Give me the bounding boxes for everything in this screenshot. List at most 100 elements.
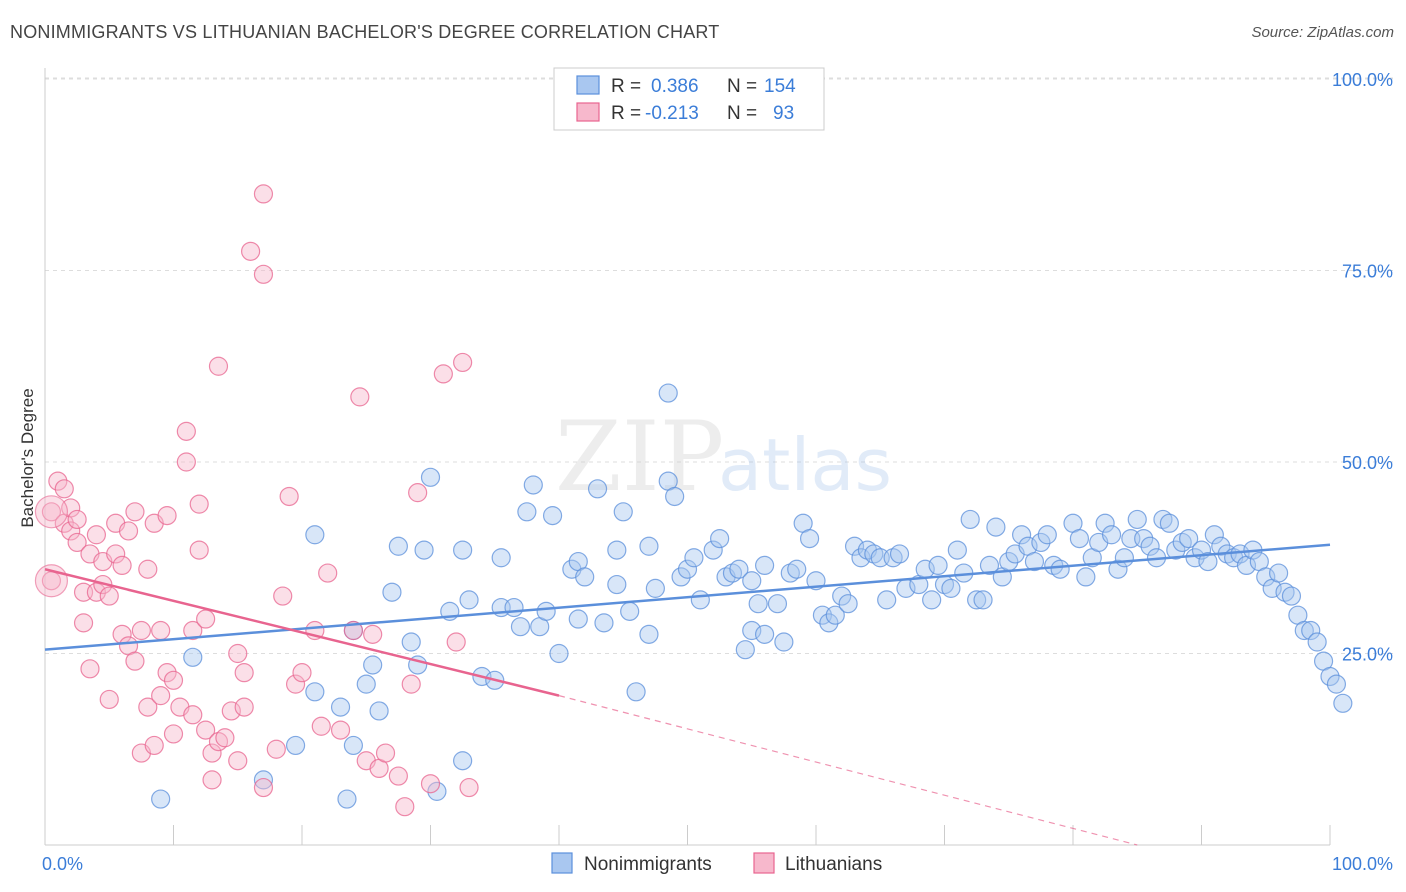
y-tick-label: 50.0%	[1342, 453, 1393, 473]
point-lithuanians	[401, 674, 421, 694]
point-nonimmigrants	[671, 567, 691, 587]
x-tick-label-end: 100.0%	[1332, 854, 1393, 874]
point-lithuanians	[118, 521, 139, 541]
legend-n-label-1: N =	[727, 76, 757, 97]
point-nonimmigrants	[1211, 536, 1231, 556]
point-nonimmigrants	[1024, 551, 1045, 572]
legend-r-label-2: R =	[611, 103, 641, 124]
point-lithuanians	[433, 364, 453, 384]
point-nonimmigrants	[658, 383, 678, 403]
point-lithuanians	[125, 651, 145, 671]
point-lithuanians	[253, 777, 274, 798]
point-nonimmigrants	[844, 536, 865, 556]
point-lithuanians	[138, 697, 158, 717]
point-nonimmigrants	[947, 540, 967, 560]
point-nonimmigrants	[414, 540, 434, 560]
gridlines	[45, 77, 1393, 654]
point-lithuanians	[54, 479, 74, 499]
point-nonimmigrants	[1301, 620, 1321, 641]
point-lithuanians	[131, 620, 151, 641]
point-lithuanians	[266, 739, 286, 759]
legend-n-value-2: 93	[773, 103, 794, 124]
point-nonimmigrants	[684, 548, 704, 568]
point-lithuanians-large	[34, 495, 69, 529]
point-nonimmigrants	[587, 479, 608, 499]
point-nonimmigrants	[1281, 586, 1302, 606]
point-nonimmigrants	[453, 540, 473, 560]
point-nonimmigrants	[774, 632, 794, 652]
point-lithuanians	[176, 452, 196, 472]
source-label: Source: ZipAtlas.com	[1251, 24, 1394, 41]
point-nonimmigrants	[1185, 548, 1205, 568]
point-lithuanians	[446, 632, 466, 652]
point-lithuanians	[86, 525, 107, 545]
point-nonimmigrants	[1031, 532, 1051, 553]
point-lithuanians	[48, 471, 68, 491]
point-nonimmigrants	[832, 586, 852, 606]
point-nonimmigrants	[1108, 559, 1128, 579]
legend-n-label-2: N =	[727, 103, 757, 124]
point-nonimmigrants	[369, 701, 389, 721]
point-nonimmigrants	[459, 590, 479, 610]
point-nonimmigrants	[337, 789, 357, 809]
point-lithuanians	[241, 241, 261, 261]
data-points	[34, 184, 1353, 817]
point-nonimmigrants	[1134, 528, 1154, 549]
point-nonimmigrants	[1159, 513, 1179, 533]
point-nonimmigrants	[542, 506, 563, 526]
point-nonimmigrants	[388, 536, 408, 556]
axes	[44, 68, 1331, 846]
point-nonimmigrants	[851, 548, 871, 568]
point-nonimmigrants	[645, 578, 665, 598]
point-nonimmigrants	[754, 624, 775, 644]
point-lithuanians	[86, 582, 107, 602]
point-nonimmigrants	[1037, 525, 1057, 545]
point-lithuanians	[375, 743, 396, 763]
point-lithuanians	[234, 697, 254, 717]
point-nonimmigrants	[1011, 525, 1032, 545]
point-lithuanians	[41, 502, 62, 522]
point-lithuanians	[279, 486, 299, 507]
chart-title: NONIMMIGRANTS VS LITHUANIAN BACHELOR'S D…	[10, 22, 720, 42]
point-nonimmigrants	[549, 643, 569, 664]
point-lithuanians	[176, 421, 196, 441]
point-lithuanians	[202, 770, 222, 790]
point-lithuanians	[311, 716, 331, 736]
point-nonimmigrants	[889, 544, 910, 564]
point-lithuanians	[318, 563, 338, 583]
point-lithuanians	[151, 686, 171, 706]
point-nonimmigrants	[613, 502, 633, 522]
point-nonimmigrants	[607, 574, 627, 595]
y-axis-label: Bachelor's Degree	[18, 388, 37, 527]
point-lithuanians	[196, 720, 216, 740]
legend-swatch-nonimmigrants	[576, 75, 600, 95]
trend-line-lithuanians	[44, 568, 560, 697]
point-lithuanians	[163, 670, 184, 690]
point-lithuanians	[67, 509, 87, 530]
legend-bottom-label-nonimmigrants: Nonimmigrants	[584, 854, 712, 875]
point-nonimmigrants	[735, 640, 755, 660]
point-nonimmigrants	[838, 594, 858, 614]
point-nonimmigrants	[1256, 567, 1276, 587]
point-nonimmigrants	[710, 528, 730, 549]
point-nonimmigrants	[754, 555, 775, 576]
point-lithuanians	[350, 387, 370, 407]
point-nonimmigrants	[967, 590, 987, 610]
point-nonimmigrants	[517, 502, 537, 522]
point-lithuanians	[221, 701, 241, 721]
point-nonimmigrants	[594, 613, 614, 633]
y-tick-label: 75.0%	[1342, 262, 1393, 282]
point-lithuanians	[208, 356, 229, 376]
point-nonimmigrants	[742, 571, 762, 591]
point-lithuanians	[196, 609, 216, 629]
point-nonimmigrants	[453, 751, 473, 771]
point-lithuanians	[151, 620, 171, 641]
point-lithuanians	[61, 521, 81, 541]
point-nonimmigrants	[1294, 620, 1314, 641]
point-nonimmigrants	[639, 624, 659, 644]
legend-top: R = 0.386 N = 154 R = -0.213 N = 93	[553, 67, 825, 131]
point-nonimmigrants	[620, 601, 640, 621]
legend-bottom: Nonimmigrants Lithuanians	[551, 852, 882, 875]
point-lithuanians	[330, 720, 351, 740]
point-nonimmigrants	[253, 770, 274, 790]
